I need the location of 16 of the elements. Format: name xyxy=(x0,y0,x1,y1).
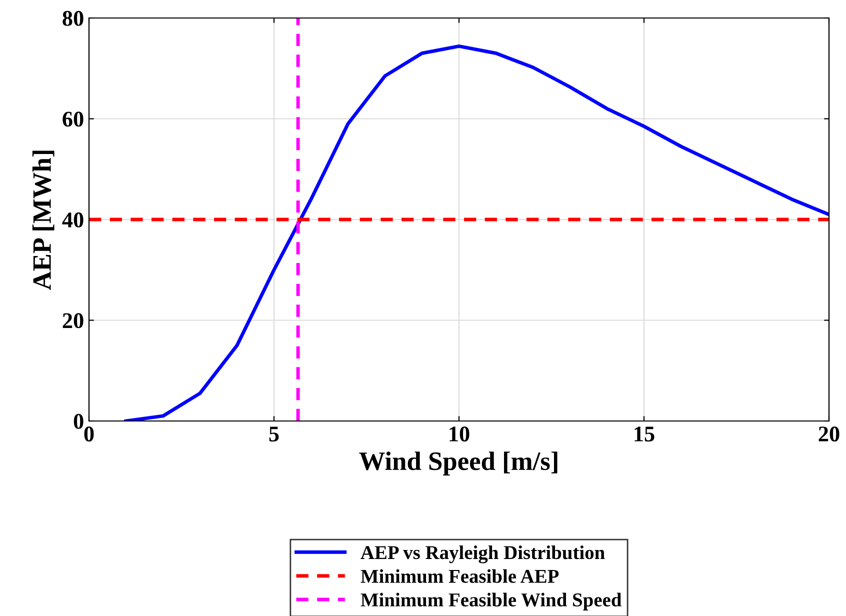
line-series xyxy=(124,44,829,421)
y-tick-label: 20 xyxy=(62,313,84,328)
x-tick-label: 10 xyxy=(450,426,470,442)
legend-label: Minimum Feasible AEP xyxy=(360,569,559,583)
legend-label: Minimum Feasible Wind Speed xyxy=(360,592,622,610)
legend-label: AEP vs Rayleigh Distribution xyxy=(360,545,605,564)
y-tick-label: 0 xyxy=(74,414,84,429)
x-axis-title: Wind Speed [m/s] xyxy=(359,452,558,476)
x-tick-label: 5 xyxy=(269,426,279,442)
y-axis-title: AEP [MWh] xyxy=(32,150,54,290)
x-tick-label: 15 xyxy=(634,426,654,442)
y-tick-label: 40 xyxy=(62,212,84,228)
x-tick-label: 0 xyxy=(84,426,94,442)
y-tick-label: 80 xyxy=(62,10,84,26)
x-tick-label: 20 xyxy=(818,426,840,442)
y-tick-label: 60 xyxy=(62,112,84,127)
